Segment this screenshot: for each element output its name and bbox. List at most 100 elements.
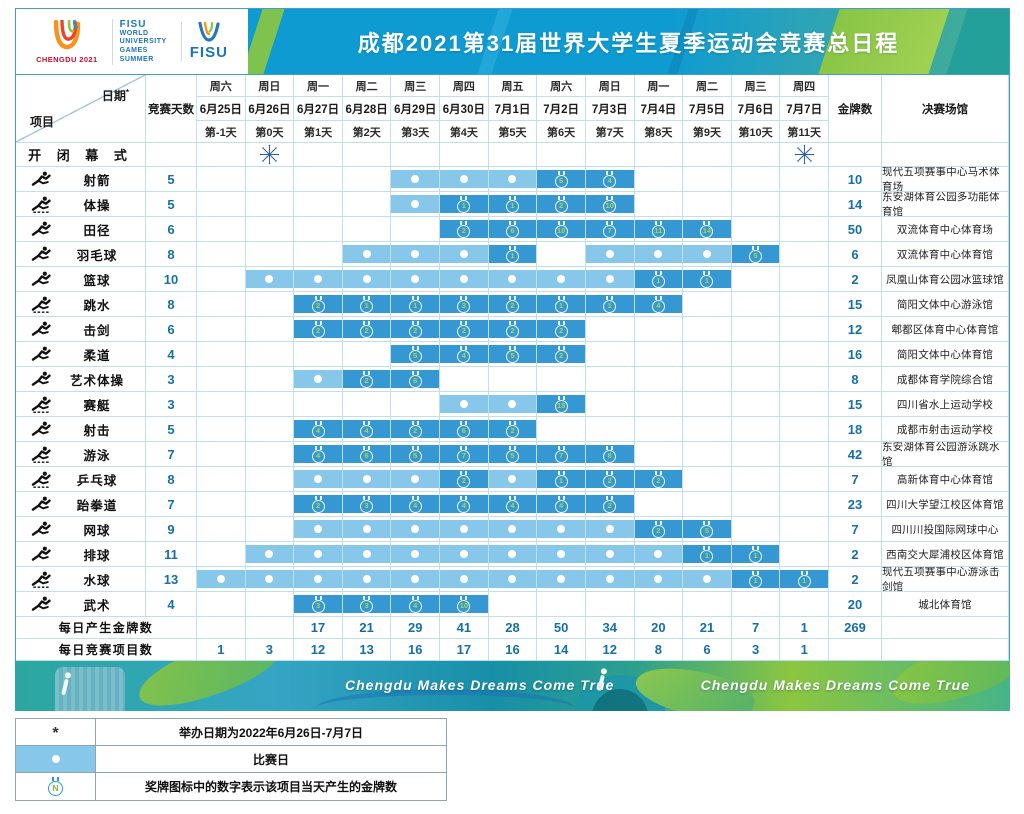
medal-number: 2 <box>603 474 617 488</box>
ceremony-day-cell <box>585 143 635 167</box>
day-cell <box>683 592 732 617</box>
medal-day-band: 7 <box>537 445 585 463</box>
day-cell <box>731 592 781 617</box>
competition-day-band <box>585 570 634 588</box>
competition-day-dot-icon <box>508 525 517 533</box>
day-cell <box>780 217 829 242</box>
medal-day-band: 6 <box>440 420 488 438</box>
weekday-header: 周四 <box>780 75 829 97</box>
date-header: 6月26日 <box>245 97 295 121</box>
day-cell <box>245 467 295 492</box>
bridge-illustration <box>315 689 575 711</box>
day-cell <box>294 217 343 242</box>
legend-symbol-cell <box>16 746 96 772</box>
day-cell <box>537 267 586 292</box>
day-cell: 5 <box>683 517 732 542</box>
day-cell <box>683 492 732 517</box>
day-cell: 4 <box>537 492 586 517</box>
medal-day-band: 1 <box>488 195 537 213</box>
day-cell <box>731 217 781 242</box>
venue-name: 东安湖体育公园游泳跳水馆 <box>881 442 1000 467</box>
sport-name: 游泳 <box>83 448 111 463</box>
venue-cell: 成都体育学院综合馆 <box>881 367 1009 392</box>
medal-day-band: 1 <box>537 470 585 488</box>
ceremony-day-cell <box>342 143 392 167</box>
day-cell <box>245 417 295 442</box>
day-cell: 2 <box>391 417 441 442</box>
medal-day-band: 2 <box>488 320 537 338</box>
competition-day-band <box>197 570 245 588</box>
day-cell <box>780 542 829 567</box>
gold-total-cell: 42 <box>828 442 882 467</box>
sport-name: 击剑 <box>83 323 111 338</box>
venue-name: 四川省水上运动学校 <box>896 398 994 411</box>
day-number-header: 第7天 <box>585 121 635 143</box>
gold-medal-icon: 5 <box>408 445 422 463</box>
fireworks-icon <box>794 144 814 165</box>
legend-note-text: 举办日期为2022年6月26日-7月7日 <box>178 725 364 740</box>
day-cell: 2 <box>488 317 538 342</box>
daily-gold-value: 21 <box>342 617 392 639</box>
fisu-logo: FISU <box>180 22 228 61</box>
competition-days-count: 5 <box>146 417 197 442</box>
competition-day-dot-icon <box>508 400 517 408</box>
day-cell <box>197 192 246 217</box>
gold-medal-icon: 1 <box>360 295 374 313</box>
weekday-header: 周三 <box>391 75 441 97</box>
day-cell: 1 <box>440 192 489 217</box>
title-decoration <box>248 9 289 74</box>
competition-day-band <box>391 570 440 588</box>
medal-day-band: 10 <box>440 595 488 613</box>
day-cell <box>585 317 635 342</box>
competition-day-band <box>245 570 294 588</box>
day-cell <box>585 517 635 542</box>
competition-days-count: 3 <box>146 367 197 392</box>
day-cell <box>197 517 246 542</box>
day-cell: 1 <box>391 292 441 317</box>
competition-day-dot-icon <box>459 525 468 533</box>
day-cell <box>780 392 829 417</box>
medal-day-band: 2 <box>488 295 537 313</box>
day-cell: 1 <box>780 567 829 592</box>
gold-medal-icon: 1 <box>700 545 714 563</box>
sport-name: 网球 <box>83 523 111 538</box>
medal-number: 4 <box>311 424 325 438</box>
venue-name: 简阳文体中心体育馆 <box>896 348 994 361</box>
gold-medal-icon: 10 <box>457 595 471 613</box>
day-cell: 1 <box>585 292 635 317</box>
medal-number: 1 <box>505 199 519 213</box>
day-cell: 1 <box>342 292 392 317</box>
day-cell: 2 <box>440 217 489 242</box>
gold-medal-icon: 4 <box>408 595 422 613</box>
medal-number: 2 <box>360 374 374 388</box>
competition-day-dot-icon <box>411 250 420 258</box>
day-cell <box>683 567 732 592</box>
medal-number: 2 <box>603 499 617 513</box>
gold-medal-icon: 2 <box>408 420 422 438</box>
gold-medal-icon: 2 <box>651 470 665 488</box>
gold-total-cell: 6 <box>828 242 882 267</box>
date-header: 7月4日 <box>634 97 684 121</box>
venue-cell: 四川省水上运动学校 <box>881 392 1009 417</box>
day-cell: 10 <box>440 592 489 617</box>
day-cell <box>488 267 538 292</box>
day-cell <box>780 267 829 292</box>
day-cell <box>245 217 295 242</box>
gold-total-cell: 16 <box>828 342 882 367</box>
medal-number: 1 <box>554 299 568 313</box>
tennis-icon <box>31 521 51 536</box>
gold-medal-icon: 1 <box>749 545 763 563</box>
gold-medal-icon: 15 <box>554 395 568 413</box>
day-cell <box>683 242 732 267</box>
gold-medal-icon: 11 <box>651 220 665 238</box>
medal-day-band: 1 <box>731 545 780 563</box>
competition-day-dot-icon <box>411 525 420 533</box>
day-cell <box>634 567 684 592</box>
day-cell <box>245 342 295 367</box>
day-cell <box>294 342 343 367</box>
day-cell <box>294 192 343 217</box>
gold-medal-icon: 2 <box>360 320 374 338</box>
gold-medal-icon: 1 <box>700 270 714 288</box>
daily-events-value: 6 <box>683 639 732 661</box>
medal-number: 4 <box>457 499 471 513</box>
